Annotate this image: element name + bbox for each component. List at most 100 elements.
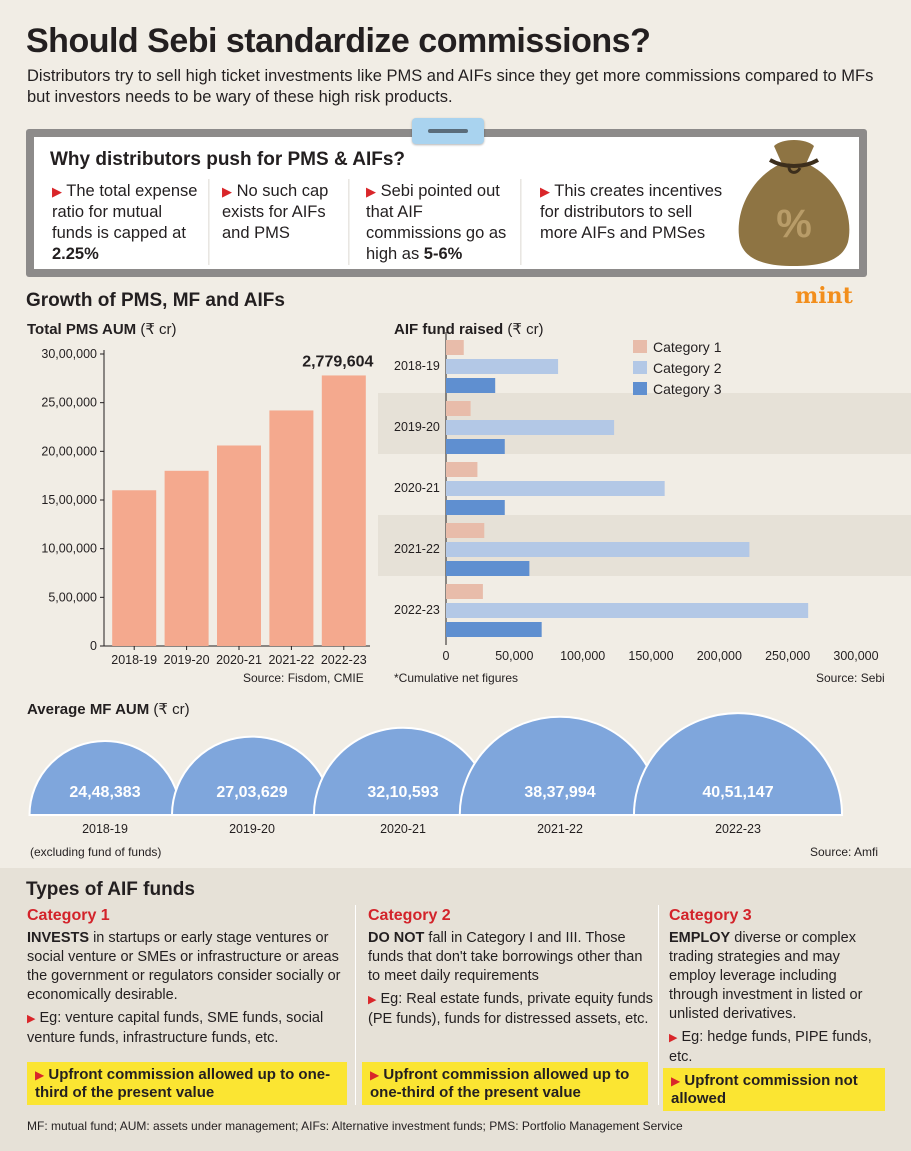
- pms-y-tick-label: 30,00,000: [41, 347, 97, 361]
- mf-aum-chart: 24,48,383 2018-19 27,03,629 2019-20 32,10,59…: [28, 712, 844, 836]
- bag-percent-symbol: %: [776, 202, 812, 246]
- category-3-desc: EMPLOY diverse or complex trading strate…: [669, 930, 863, 1022]
- pms-x-tick-label: 2021-22: [268, 653, 314, 667]
- aif-chart-title: AIF fund raised (₹ cr): [394, 321, 544, 338]
- category-1-column: Category 1 INVESTS in startups or early …: [27, 907, 349, 1048]
- pms-bar-2021-22: [269, 410, 314, 646]
- category-2-desc: DO NOT fall in Category I and III. Those…: [368, 930, 643, 984]
- why-point-3-text: Sebi pointed out that AIF commissions go…: [366, 182, 507, 263]
- aif-category-label: 2022-23: [394, 603, 440, 617]
- page-subtitle: Distributors try to sell high ticket inv…: [27, 67, 874, 106]
- category-1-example: ▶ Eg: venture capital funds, SME funds, …: [27, 1010, 324, 1046]
- category-1-desc: INVESTS in startups or early stage ventu…: [27, 930, 341, 1003]
- mf-value-label: 24,48,383: [69, 784, 140, 801]
- aif-x-tick-label: 100,000: [560, 649, 605, 663]
- aif-bar-2019-20-cat2: [446, 420, 615, 435]
- aif-bar-2021-22-cat1: [446, 523, 485, 538]
- aif-category-label: 2021-22: [394, 542, 440, 556]
- types-heading: Types of AIF funds: [26, 879, 195, 900]
- category-2-example: ▶ Eg: Real estate funds, private equity …: [368, 991, 653, 1027]
- aif-legend-swatch: [633, 382, 647, 395]
- pms-bar-2019-20: [164, 470, 209, 646]
- money-bag-icon: %: [738, 140, 850, 266]
- aif-source: Source: Sebi: [816, 671, 885, 685]
- mf-dome-2018-19: [28, 740, 182, 816]
- mf-dome-2022-23: [632, 712, 844, 816]
- pms-value-label: 2,779,604: [302, 353, 373, 370]
- mf-value-label: 40,51,147: [702, 784, 773, 801]
- category-2-column: Category 2 DO NOT fall in Category I and…: [368, 907, 653, 1029]
- pms-y-tick-label: 20,00,000: [41, 444, 97, 458]
- mf-value-label: 38,37,994: [524, 784, 595, 801]
- pms-x-tick-label: 2020-21: [216, 653, 262, 667]
- pms-x-tick-label: 2019-20: [164, 653, 210, 667]
- mf-note: (excluding fund of funds): [30, 845, 162, 859]
- category-3-title: Category 3: [669, 907, 752, 924]
- bullet-triangle-icon: ▶: [35, 1068, 45, 1082]
- category-2-commission: ▶ Upfront commission allowed up to one-t…: [362, 1062, 648, 1105]
- aif-bar-2021-22-cat2: [446, 542, 750, 557]
- why-point-3: ▶ Sebi pointed out that AIF commissions …: [366, 181, 516, 265]
- aif-bar-2020-21-cat1: [446, 462, 478, 477]
- aif-legend-label: Category 2: [653, 360, 722, 376]
- why-point-1: ▶ The total expense ratio for mutual fun…: [52, 181, 202, 265]
- aif-legend-swatch: [633, 361, 647, 374]
- pms-aum-chart: 0 5,00,000 10,00,000 15,00,000 20,00,000 25,0…: [41, 347, 373, 667]
- mf-year-label: 2021-22: [537, 822, 583, 836]
- mf-year-label: 2019-20: [229, 822, 275, 836]
- pms-x-tick-label: 2022-23: [321, 653, 367, 667]
- category-divider: [658, 905, 659, 1105]
- aif-fund-chart: 2018-19 2019-20 2020-21 2021-22 2022-23 0 50,0…: [378, 332, 911, 663]
- why-point-4-text: This creates incentives for distributors…: [540, 182, 723, 242]
- bullet-triangle-icon: ▶: [52, 184, 62, 199]
- category-2-title: Category 2: [368, 907, 451, 924]
- why-divider: [208, 179, 210, 265]
- bullet-triangle-icon: ▶: [366, 184, 376, 199]
- bullet-triangle-icon: ▶: [222, 184, 232, 199]
- why-divider: [520, 179, 522, 265]
- clip-tab-slot: [428, 129, 468, 133]
- why-point-1-bold: 2.25%: [52, 245, 99, 263]
- category-3-column: Category 3 EMPLOY diverse or complex tra…: [669, 907, 884, 1067]
- aif-bar-2019-20-cat1: [446, 401, 471, 416]
- why-heading: Why distributors push for PMS & AIFs?: [50, 149, 406, 170]
- aif-legend-label: Category 1: [653, 339, 722, 355]
- footnote: MF: mutual fund; AUM: assets under manag…: [27, 1119, 683, 1133]
- aif-bar-2019-20-cat3: [446, 439, 505, 454]
- category-1-title: Category 1: [27, 907, 110, 924]
- aif-bar-2022-23-cat2: [446, 603, 809, 618]
- mf-value-label: 27,03,629: [216, 784, 287, 801]
- pms-y-tick-label: 15,00,000: [41, 493, 97, 507]
- why-box: [34, 137, 859, 269]
- mf-year-label: 2020-21: [380, 822, 426, 836]
- bullet-triangle-icon: ▶: [368, 994, 377, 1006]
- why-point-1-text: The total expense ratio for mutual funds…: [52, 182, 198, 242]
- aif-bar-2018-19-cat2: [446, 359, 559, 374]
- mint-logo: mint: [795, 283, 853, 309]
- category-3-example: ▶ Eg: hedge funds, PIPE funds, etc.: [669, 1029, 872, 1065]
- mf-chart-title: Average MF AUM (₹ cr): [27, 701, 190, 718]
- mf-dome-2019-20: [170, 735, 334, 816]
- category-divider: [355, 905, 356, 1105]
- aif-bar-2018-19-cat3: [446, 378, 496, 393]
- aif-note: *Cumulative net figures: [394, 671, 519, 685]
- pms-y-tick-label: 25,00,000: [41, 396, 97, 410]
- growth-heading: Growth of PMS, MF and AIFs: [26, 290, 285, 311]
- pms-x-tick-label: 2018-19: [111, 653, 157, 667]
- mf-source: Source: Amfi: [810, 845, 879, 859]
- category-3-commission: ▶ Upfront commission not allowed: [663, 1068, 885, 1111]
- aif-x-tick-label: 150,000: [628, 649, 673, 663]
- aif-category-label: 2018-19: [394, 359, 440, 373]
- aif-bar-2022-23-cat3: [446, 622, 542, 637]
- aif-bar-2018-19-cat1: [446, 340, 464, 355]
- pms-y-tick-label: 0: [90, 639, 97, 653]
- pms-bar-2020-21: [217, 445, 261, 646]
- aif-bar-2020-21-cat3: [446, 500, 505, 515]
- pms-y-tick-label: 5,00,000: [48, 590, 97, 604]
- mf-value-label: 32,10,593: [367, 784, 438, 801]
- aif-category-label: 2020-21: [394, 481, 440, 495]
- aif-x-tick-label: 0: [443, 649, 450, 663]
- aif-bar-2021-22-cat3: [446, 561, 530, 576]
- why-point-3-bold: 5-6%: [423, 245, 463, 263]
- why-point-2-text: No such cap exists for AIFs and PMS: [222, 182, 329, 242]
